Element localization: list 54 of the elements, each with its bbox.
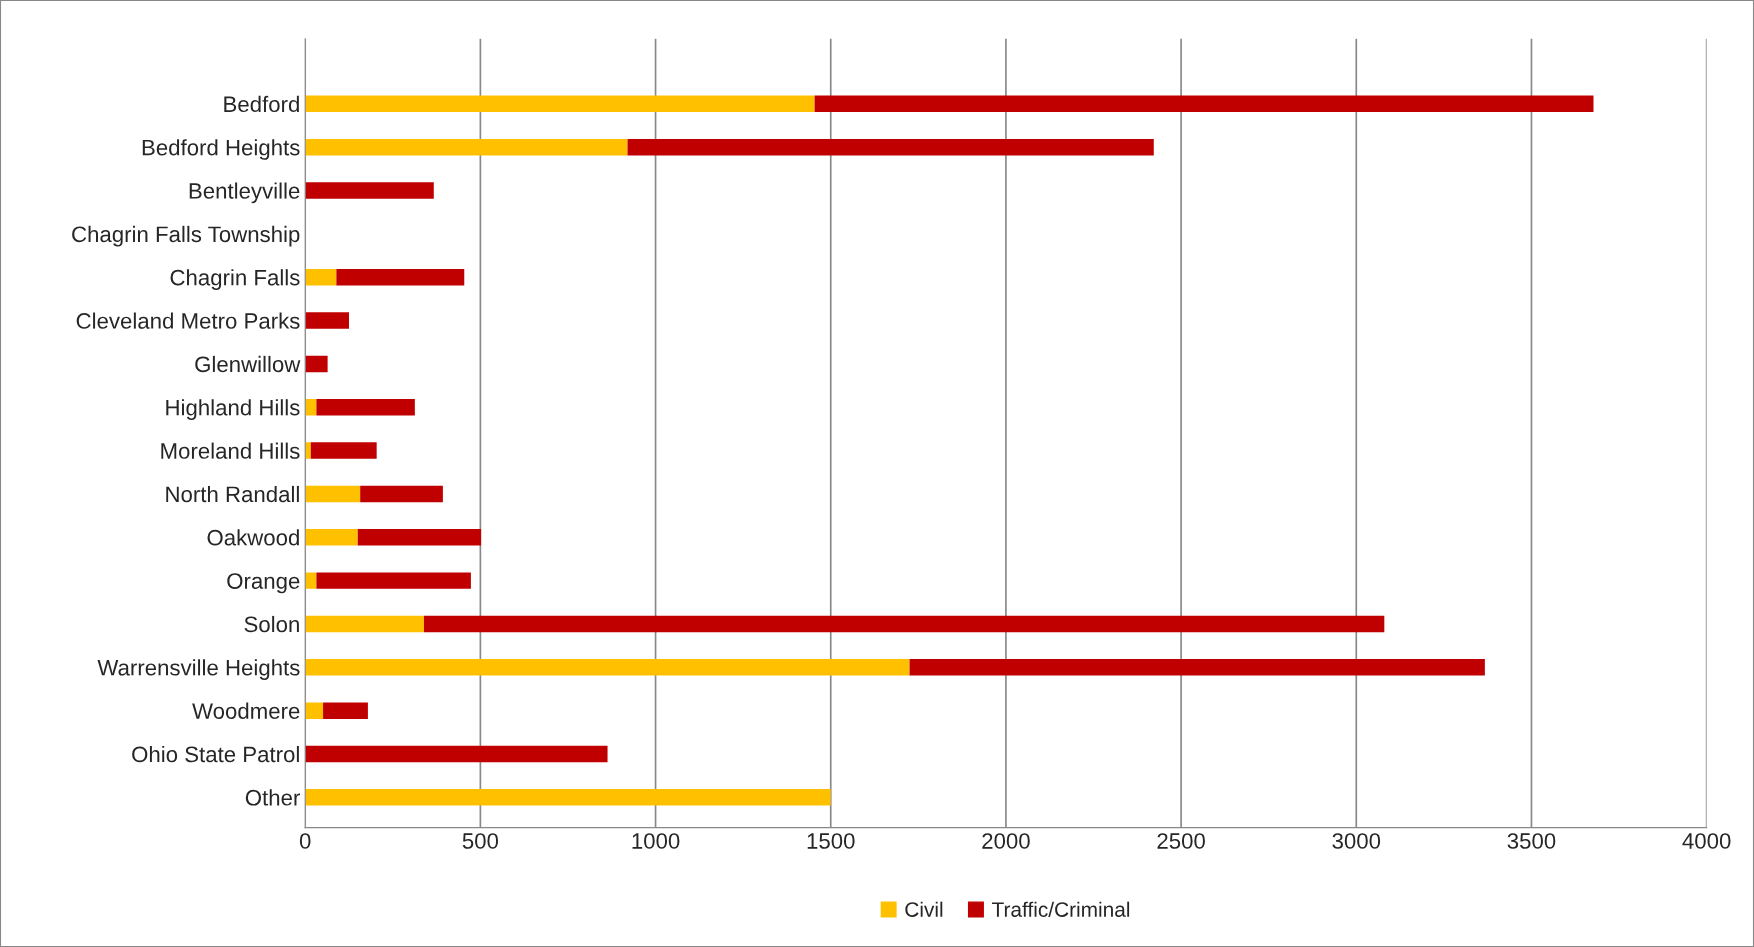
bar (357, 529, 482, 546)
x-tick-label: 1000 (632, 833, 680, 849)
bar (305, 182, 434, 199)
x-tick-label: 1500 (807, 833, 855, 849)
bar (814, 95, 1594, 113)
bar (323, 702, 368, 719)
bar (423, 615, 1385, 633)
x-tick-label: 2000 (982, 833, 1030, 849)
bar (305, 702, 324, 719)
y-tick-label: North Randall (166, 485, 299, 503)
bar (305, 268, 337, 286)
y-tick-label: Oakwood (207, 529, 299, 546)
y-tick-label: Glenwillow (195, 355, 301, 373)
y-tick-label: Ohio State Patrol (132, 745, 299, 763)
x-tick-label: 500 (462, 833, 499, 849)
y-tick-label: Cleveland Metro Parks (76, 312, 300, 329)
x-tick-label: 3000 (1332, 833, 1381, 849)
x-tick-label: 4000 (1682, 833, 1731, 849)
bar (310, 442, 377, 459)
bar (305, 485, 361, 503)
bar (627, 138, 1154, 156)
bar (305, 442, 311, 459)
y-tick-label: Woodmere (192, 702, 300, 719)
x-tick-label: 0 (299, 833, 311, 849)
y-tick-label: Bedford (224, 95, 299, 113)
y-tick-label: Warrensville Heights (97, 659, 300, 680)
bar (305, 95, 815, 113)
bar (305, 312, 349, 329)
bar (360, 485, 443, 503)
bar (305, 529, 358, 546)
bar (316, 399, 415, 416)
bar (305, 138, 628, 156)
bar (305, 659, 910, 676)
bar (305, 572, 317, 589)
bar (336, 268, 465, 286)
y-tick-label: Chagrin Falls (170, 269, 300, 290)
legend-label: Civil (905, 901, 943, 917)
y-tick-label: Orange (227, 573, 300, 594)
bar (305, 745, 608, 763)
y-tick-label: Chagrin Falls Township (72, 225, 300, 247)
bar (305, 355, 328, 373)
y-tick-label: Bedford Heights (142, 139, 300, 160)
y-tick-label: Solon (244, 615, 299, 633)
bar (316, 572, 471, 589)
y-tick-label: Highland Hills (166, 399, 300, 420)
legend-label: Traffic/Criminal (992, 901, 1130, 917)
x-tick-label: 3500 (1507, 833, 1556, 849)
y-tick-label: Moreland Hills (161, 442, 300, 459)
x-tick-label: 2500 (1157, 833, 1205, 849)
y-tick-label: Other (245, 789, 300, 806)
bar (305, 789, 831, 806)
bar (909, 659, 1485, 676)
y-tick-label: Bentleyville (189, 182, 300, 204)
bar (305, 615, 424, 633)
